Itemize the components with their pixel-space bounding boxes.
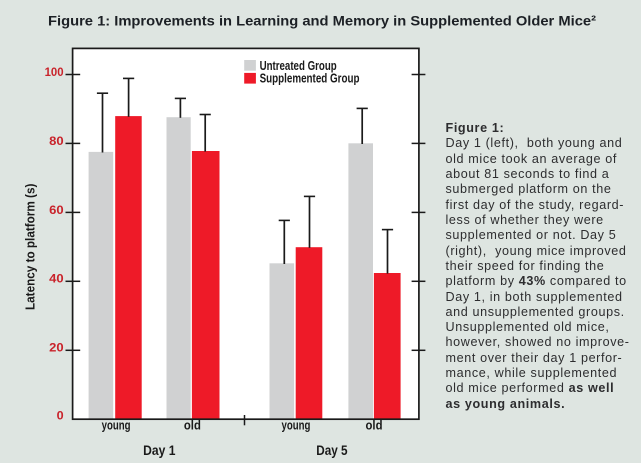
- svg-text:Figure 1: Improvements in Lear: Figure 1: Improvements in Learning and M…: [48, 13, 596, 29]
- svg-text:80: 80: [49, 134, 64, 148]
- svg-text:40: 40: [49, 272, 64, 286]
- svg-text:20: 20: [49, 341, 64, 355]
- svg-text:0: 0: [57, 409, 64, 423]
- svg-text:Untreated Group: Untreated Group: [260, 58, 337, 73]
- svg-text:old: old: [184, 417, 201, 432]
- svg-text:Supplemented Group: Supplemented Group: [260, 71, 360, 86]
- svg-text:Latency to platform (s): Latency to platform (s): [24, 184, 38, 310]
- svg-text:Day 5: Day 5: [316, 443, 348, 458]
- svg-text:60: 60: [49, 203, 64, 217]
- svg-text:young: young: [282, 417, 311, 432]
- svg-text:Day 1: Day 1: [143, 443, 176, 458]
- svg-text:young: young: [102, 417, 131, 432]
- svg-text:old: old: [366, 417, 383, 432]
- svg-text:100: 100: [45, 65, 64, 79]
